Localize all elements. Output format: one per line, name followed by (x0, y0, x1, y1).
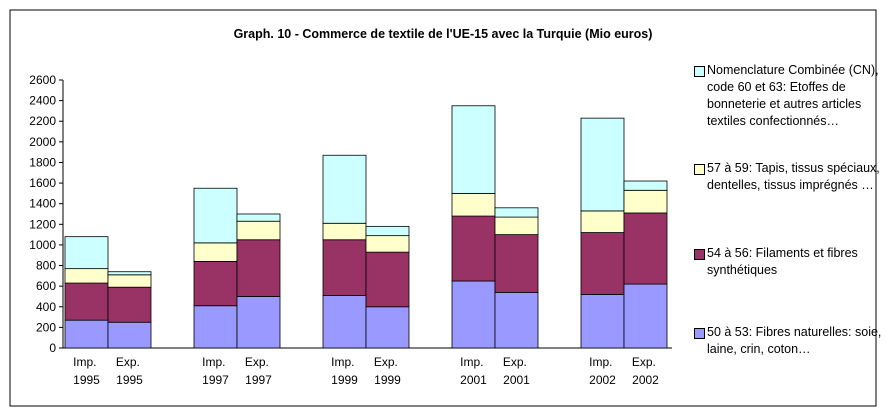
x-tick-label: Exp. 1999 (374, 355, 401, 387)
bar-segment (107, 274, 152, 288)
x-tick-label: Exp. 1995 (116, 355, 143, 387)
y-tick-label: 1200 (29, 217, 56, 231)
x-tick-label: Exp. 2002 (632, 355, 659, 387)
bar-segment (64, 268, 109, 284)
y-tick-label: 200 (36, 320, 56, 334)
y-tick-label: 1000 (29, 238, 56, 252)
legend-label: Nomenclature Combinée (CN), code 60 et 6… (707, 63, 879, 128)
bar-segment (193, 187, 238, 244)
bar-segment (580, 232, 625, 295)
x-tick-label: Imp. 2001 (460, 355, 487, 387)
legend-swatch (694, 249, 705, 260)
y-tick-label: 0 (49, 341, 56, 355)
y-tick-label: 1600 (29, 176, 56, 190)
bar-segment (451, 280, 496, 349)
y-tick-label: 400 (36, 300, 56, 314)
x-tick-label: Exp. 2001 (503, 355, 530, 387)
bar-segment (494, 207, 539, 218)
y-tick-label: 2600 (29, 73, 56, 87)
x-tick-label: Exp. 1997 (245, 355, 272, 387)
bar-segment (623, 180, 668, 191)
bar-segment (365, 225, 410, 237)
bar-segment (322, 239, 367, 296)
bar-segment (107, 271, 152, 276)
bar-segment (322, 295, 367, 349)
x-tick-label: Imp. 1999 (331, 355, 358, 387)
x-tick-label: Imp. 1995 (73, 355, 100, 387)
bar-segment (451, 215, 496, 282)
bar-segment (322, 222, 367, 241)
bar-segment (365, 235, 410, 253)
y-tick-label: 1800 (29, 155, 56, 169)
bar-segment (193, 242, 238, 262)
bar-segment (365, 306, 410, 349)
bar-segment (580, 117, 625, 212)
legend-swatch (694, 66, 705, 77)
bar-segment (193, 305, 238, 349)
bar-segment (107, 321, 152, 349)
bar-segment (236, 220, 281, 241)
y-tick-label: 600 (36, 279, 56, 293)
x-tick-label: Imp. 2002 (589, 355, 616, 387)
y-tick-label: 800 (36, 259, 56, 273)
legend-label: 54 à 56: Filaments et fibres synthétique… (707, 246, 858, 277)
bar-segment (451, 105, 496, 194)
bar-segment (494, 234, 539, 293)
bar-segment (580, 293, 625, 349)
bar-segment (623, 212, 668, 285)
bar-segment (236, 296, 281, 349)
bar-segment (494, 291, 539, 349)
bar-segment (451, 192, 496, 217)
chart-title: Graph. 10 - Commerce de textile de l'UE-… (234, 27, 653, 41)
bar-segment (236, 239, 281, 297)
bar-segment (365, 251, 410, 308)
bar-segment (580, 210, 625, 233)
legend-swatch (694, 328, 705, 339)
legend-label: 57 à 59: Tapis, tissus spéciaux, dentell… (707, 161, 880, 192)
bar-segment (494, 216, 539, 236)
legend-label: 50 à 53: Fibres naturelles: soie, laine,… (707, 325, 882, 356)
bar-segment (64, 319, 109, 349)
y-tick-label: 2400 (29, 94, 56, 108)
bar-segment (623, 283, 668, 349)
y-tick-label: 2200 (29, 114, 56, 128)
bar-segment (236, 213, 281, 222)
legend-swatch (694, 164, 705, 175)
bar-segment (64, 236, 109, 270)
bar-segment (107, 286, 152, 323)
bar-segment (64, 282, 109, 321)
bar-segment (322, 154, 367, 224)
y-tick-label: 2000 (29, 135, 56, 149)
x-tick-label: Imp. 1997 (202, 355, 229, 387)
y-tick-label: 1400 (29, 197, 56, 211)
chart-frame (9, 9, 877, 407)
bar-segment (623, 189, 668, 214)
bar-segment (193, 261, 238, 307)
